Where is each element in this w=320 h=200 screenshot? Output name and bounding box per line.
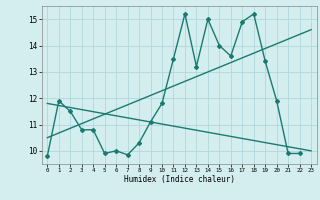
X-axis label: Humidex (Indice chaleur): Humidex (Indice chaleur) xyxy=(124,175,235,184)
